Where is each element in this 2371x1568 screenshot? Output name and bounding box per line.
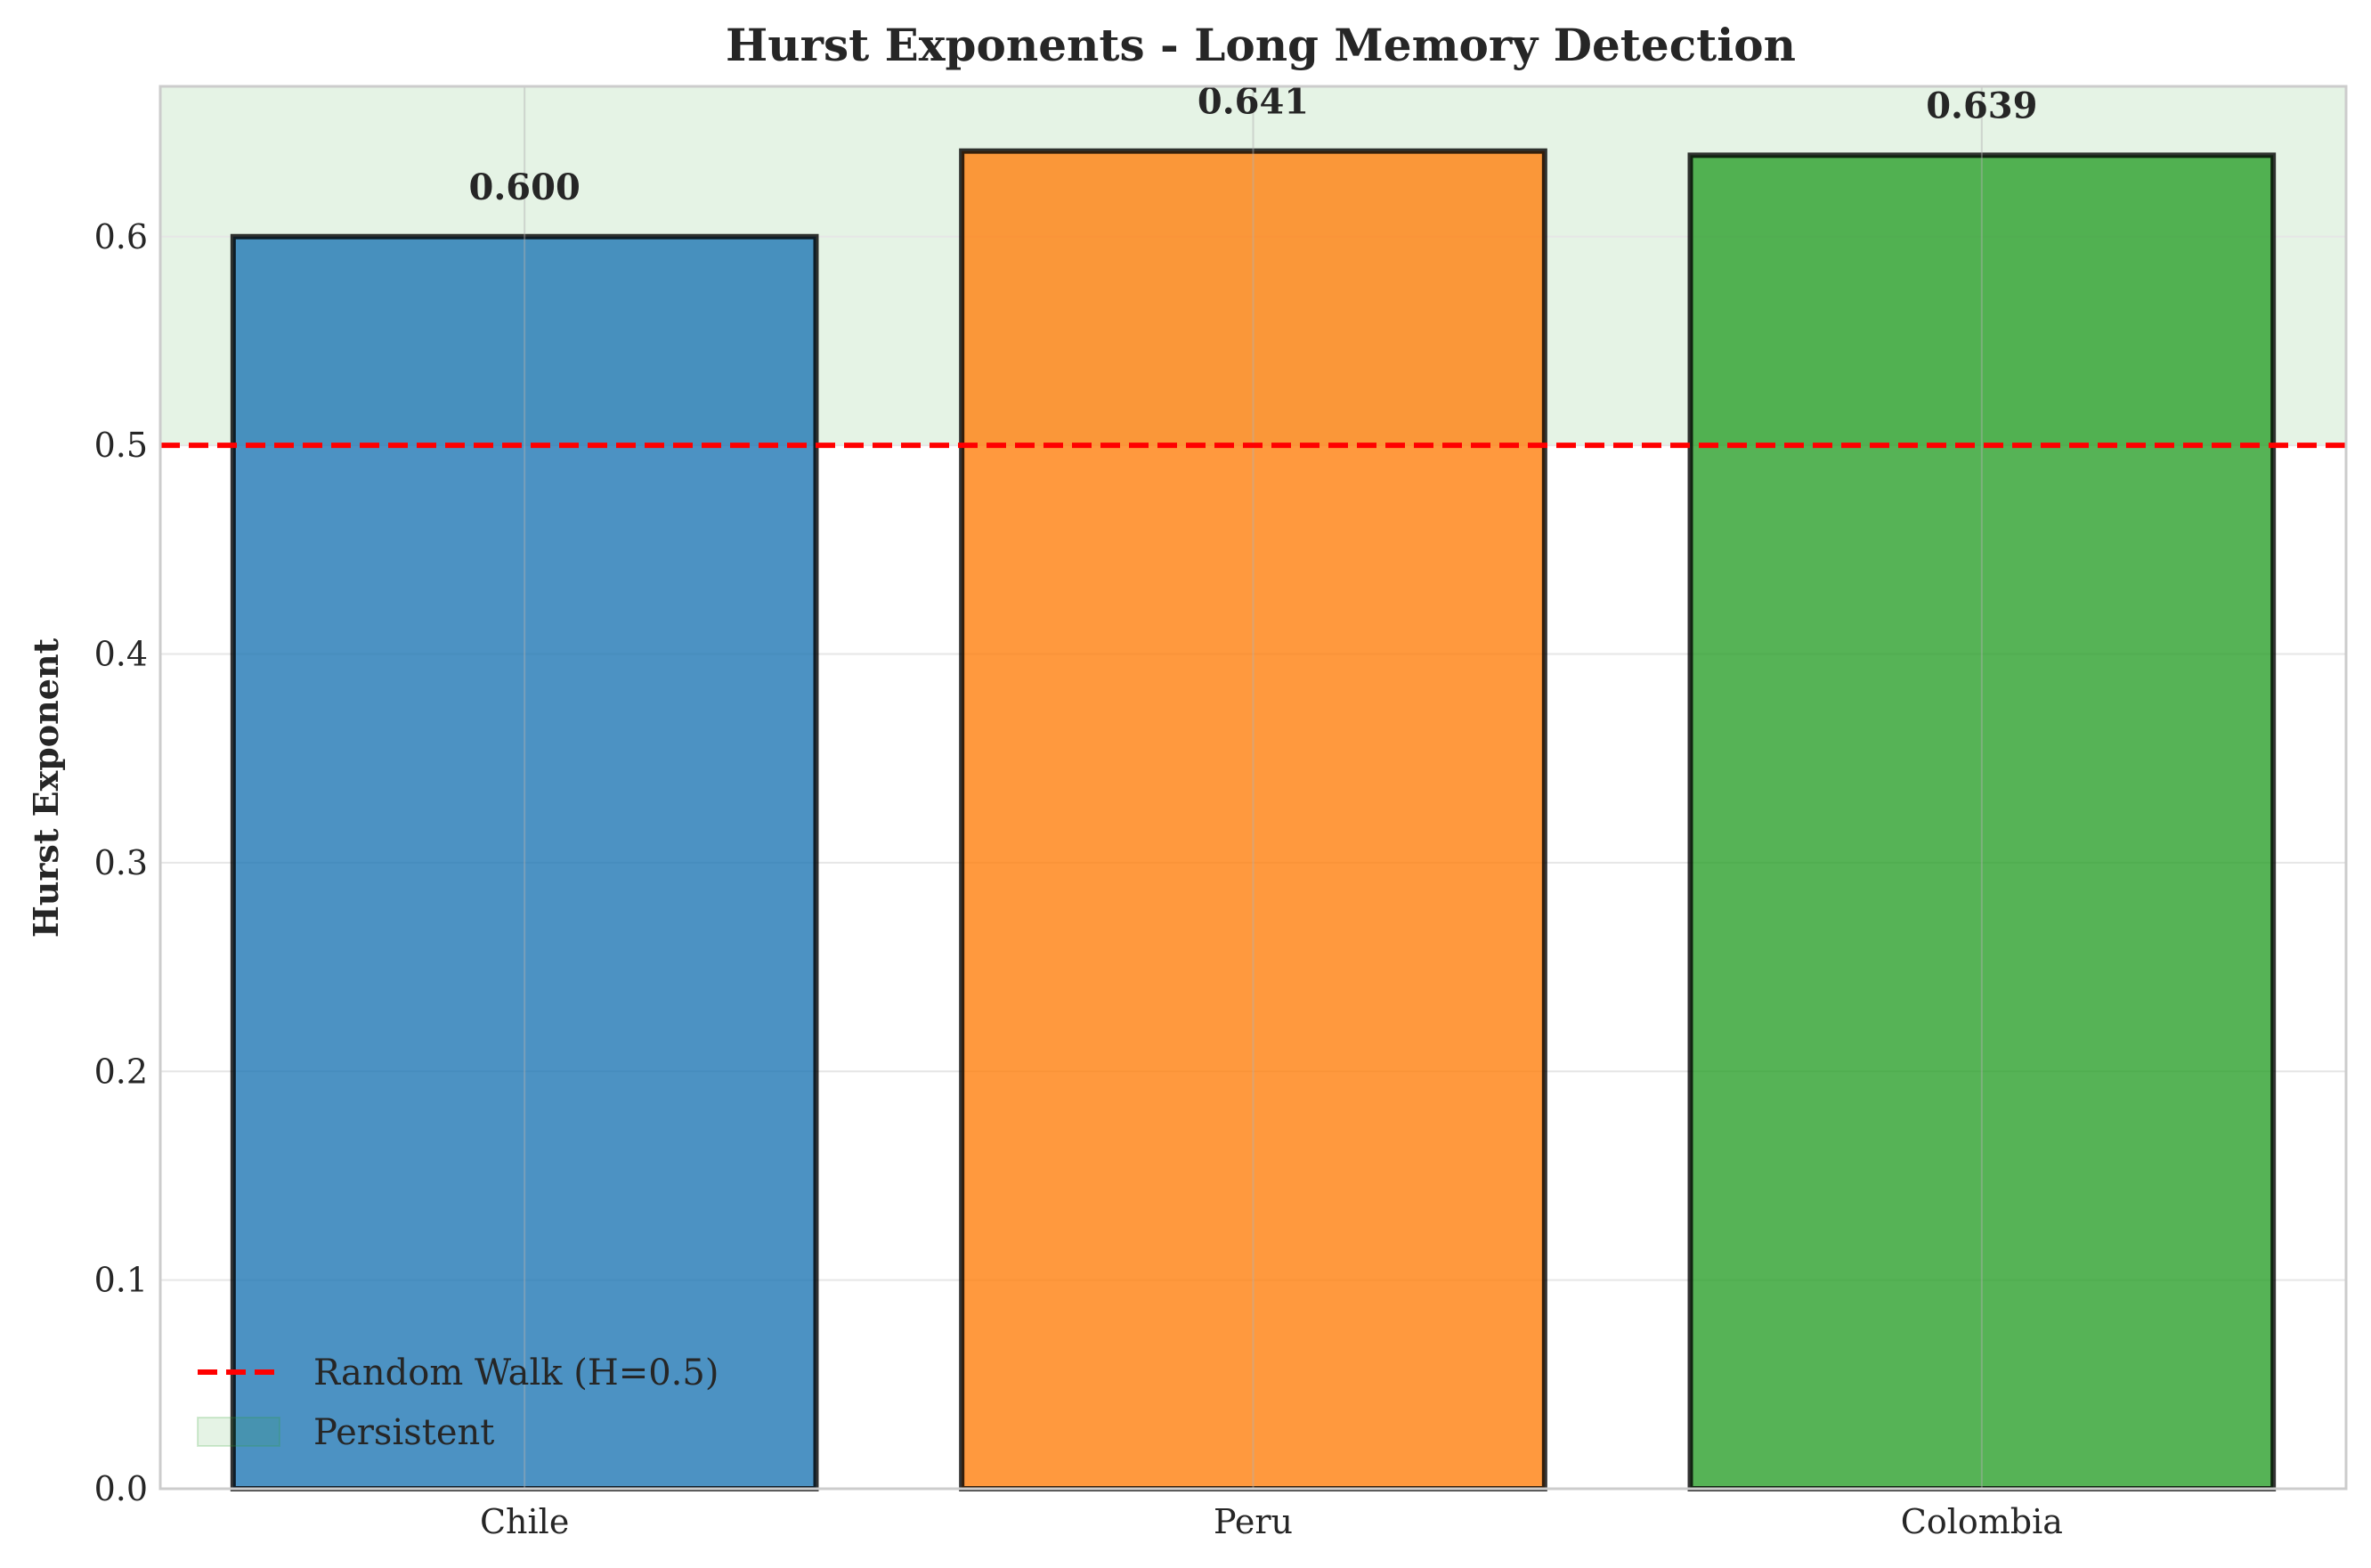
chart-title: Hurst Exponents - Long Memory Detection: [726, 19, 1796, 71]
legend: Random Walk (H=0.5) Persistent: [197, 1353, 719, 1453]
y-tick-label: 0.0: [94, 1469, 148, 1508]
legend-persistent-swatch: [197, 1417, 280, 1447]
legend-persistent-label: Persistent: [313, 1412, 494, 1453]
y-tick-label: 0.1: [94, 1261, 148, 1300]
plot-frame: [158, 85, 2348, 1491]
y-tick-label: 0.4: [94, 635, 148, 674]
value-label: 0.600: [469, 167, 581, 208]
y-tick-label: 0.3: [94, 843, 148, 882]
y-tick-label: 0.6: [94, 217, 148, 256]
x-tick-label: Colombia: [1901, 1502, 2063, 1541]
y-axis-label: Hurst Exponent: [26, 638, 66, 938]
legend-random-walk-label: Random Walk (H=0.5): [313, 1353, 719, 1393]
bar-colombia: [1687, 152, 2277, 1491]
x-tick-label: Peru: [1214, 1502, 1293, 1541]
y-tick-label: 0.5: [94, 426, 148, 465]
bar-peru: [959, 148, 1547, 1491]
y-tick-label: 0.2: [94, 1052, 148, 1091]
value-label: 0.639: [1926, 85, 2037, 126]
x-tick-label: Chile: [480, 1502, 569, 1541]
